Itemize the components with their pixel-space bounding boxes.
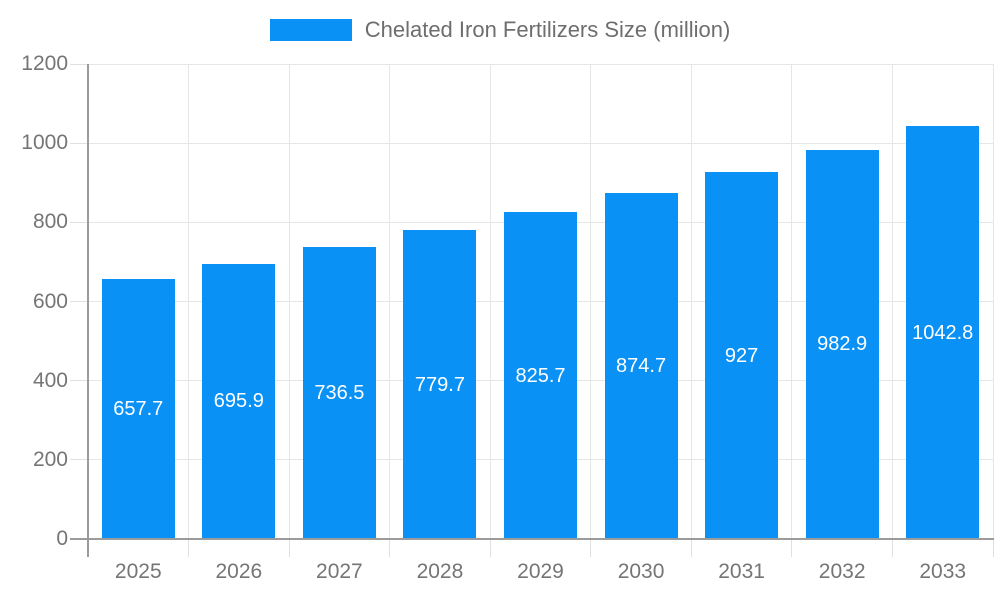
x-axis-tick <box>891 539 893 557</box>
x-axis-tick <box>389 539 391 557</box>
gridline-vertical <box>489 64 491 539</box>
gridline-vertical <box>690 64 692 539</box>
y-axis-label: 0 <box>56 527 68 550</box>
bar-2032[interactable] <box>805 149 879 539</box>
y-axis-tick <box>70 142 88 144</box>
bar-2031[interactable] <box>705 172 779 539</box>
bar-2028[interactable] <box>403 230 477 539</box>
bar-value-label: 695.9 <box>213 390 264 413</box>
x-axis-label: 2028 <box>416 560 464 583</box>
x-axis-label: 2032 <box>818 560 866 583</box>
bar-2025[interactable] <box>101 278 175 539</box>
x-axis-tick <box>288 539 290 557</box>
legend-swatch-icon <box>269 19 352 41</box>
y-axis-label: 200 <box>32 447 68 471</box>
x-axis-tick <box>992 539 994 557</box>
bar-2030[interactable] <box>604 192 678 539</box>
plot-area: 657.7 695.9 736.5 779.7 825.7 874.7 927 982.9 10… <box>88 63 994 539</box>
y-axis-line <box>87 64 89 557</box>
x-axis-tick <box>690 539 692 557</box>
y-axis-tick <box>70 221 88 223</box>
bar-value-label: 825.7 <box>515 364 566 387</box>
x-axis-line <box>70 538 994 540</box>
x-axis-tick <box>791 539 793 557</box>
bar-value-label: 1042.8 <box>912 321 974 344</box>
bar-2026[interactable] <box>202 263 276 539</box>
y-axis-label: 1200 <box>21 52 68 75</box>
chart-title: Chelated Iron Fertilizers Size (million) <box>364 17 731 42</box>
bar-value-label: 779.7 <box>414 373 465 396</box>
gridline-vertical <box>891 64 893 539</box>
x-axis-label: 2029 <box>517 560 564 583</box>
x-axis-label: 2027 <box>316 560 363 583</box>
bar-2033[interactable] <box>906 126 980 539</box>
x-axis-tick <box>489 539 491 557</box>
y-axis-label: 600 <box>32 289 68 313</box>
bar-2029[interactable] <box>504 212 577 539</box>
bar-value-label: 982.9 <box>817 333 868 356</box>
x-axis-label: 2033 <box>919 560 967 583</box>
y-axis-label: 400 <box>32 368 68 392</box>
gridline-horizontal <box>88 63 993 65</box>
gridline-vertical <box>188 64 190 539</box>
gridline-vertical <box>992 64 994 539</box>
gridline-vertical <box>791 64 793 539</box>
bar-2027[interactable] <box>302 247 376 539</box>
gridline-horizontal <box>88 142 993 144</box>
gridline-vertical <box>389 64 391 539</box>
bar-value-label: 874.7 <box>616 354 667 377</box>
x-axis-label: 2031 <box>718 560 765 583</box>
y-axis-tick <box>70 459 88 461</box>
gridline-vertical <box>288 64 290 539</box>
y-axis-label: 800 <box>32 210 68 234</box>
x-axis-label: 2026 <box>215 560 263 583</box>
bar-value-label: 657.7 <box>113 397 164 420</box>
x-axis-label: 2025 <box>114 560 162 583</box>
gridline-vertical <box>590 64 592 539</box>
legend-item[interactable]: Chelated Iron Fertilizers Size (million) <box>0 16 1000 44</box>
x-axis-tick <box>188 539 190 557</box>
bar-value-label: 927 <box>724 344 759 367</box>
y-axis-tick <box>70 63 88 65</box>
bar-value-label: 736.5 <box>314 382 365 405</box>
y-axis-tick <box>70 301 88 302</box>
x-axis-label: 2030 <box>617 560 665 583</box>
y-axis-label: 1000 <box>21 131 68 155</box>
y-axis-tick <box>70 380 88 382</box>
x-axis-tick <box>590 539 592 557</box>
